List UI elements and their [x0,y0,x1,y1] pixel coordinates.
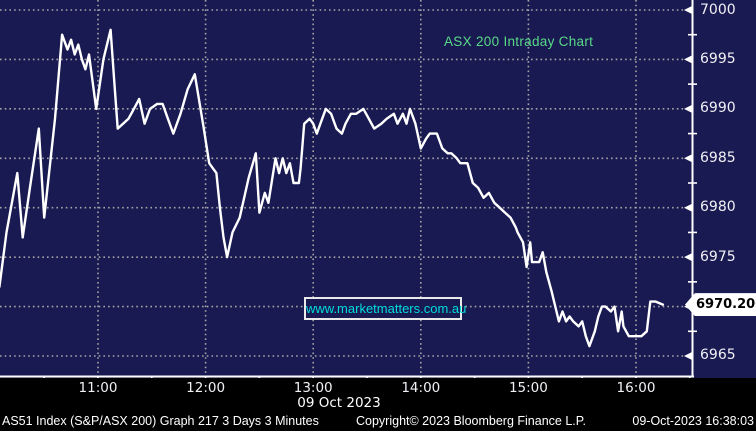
x-axis-date-label: 09 Oct 2023 [297,395,381,411]
chart-title: ASX 200 Intraday Chart [444,34,594,49]
y-tick-arrow [684,54,693,64]
x-axis-label: 14:00 [401,380,441,396]
y-tick-arrow [684,104,693,114]
status-security-description: AS51 Index (S&P/ASX 200) Graph 217 3 Day… [2,414,319,428]
y-tick-arrow [684,351,693,361]
y-axis-label: 6990 [700,100,736,117]
y-axis-label: 6995 [700,50,736,67]
y-tick-arrow [684,153,693,163]
chart-plot-area[interactable]: ASX 200 Intraday Chart www.marketmatters… [0,0,756,378]
status-copyright: Copyright© 2023 Bloomberg Finance L.P. [356,414,586,428]
y-axis-label: 6975 [700,248,736,265]
y-tick-arrow [684,5,693,15]
x-axis-label: 15:00 [508,380,548,396]
y-tick-arrow [684,203,693,213]
y-axis-label: 7000 [700,1,736,18]
y-axis-label: 6980 [700,199,736,216]
x-axis-label: 13:00 [293,380,333,396]
x-axis-label: 12:00 [186,380,226,396]
status-datetime: 09-Oct-2023 16:38:03 [632,414,754,428]
last-price-value: 6970.200 [696,297,756,313]
y-tick-arrow [684,252,693,262]
status-bar: AS51 Index (S&P/ASX 200) Graph 217 3 Day… [0,411,756,431]
x-axis-label: 11:00 [78,380,118,396]
price-line [0,28,665,348]
last-price-tag: 6970.200 [685,293,756,317]
x-axis-label: 16:00 [616,380,656,396]
watermark-link[interactable]: www.marketmatters.com.au [304,297,466,320]
y-axis-label: 6985 [700,149,736,166]
price-line-chart [0,0,697,378]
y-axis-label: 6965 [700,347,736,364]
